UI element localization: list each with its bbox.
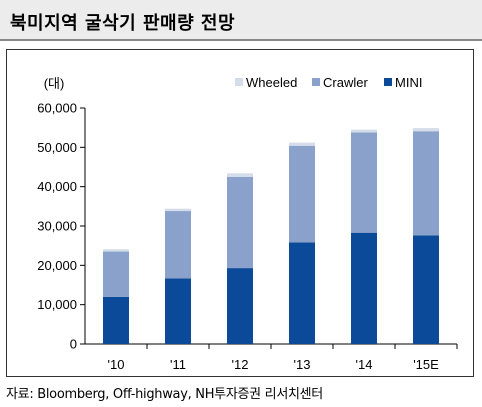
y-tick-label: 20,000 bbox=[37, 258, 77, 273]
stacked-bar-chart: (대) 0 10,000 20,000 30,000 40,000 50,000 60,000… bbox=[37, 75, 458, 372]
x-tick-label: '12 bbox=[232, 357, 249, 372]
page-title: 북미지역 굴삭기 판매량 전망 bbox=[10, 13, 236, 34]
legend-label-crawler: Crawler bbox=[323, 75, 368, 90]
bar-crawler-3 bbox=[289, 145, 315, 243]
title-bar: 북미지역 굴삭기 판매량 전망 bbox=[0, 0, 482, 41]
legend-swatch-mini bbox=[384, 78, 392, 86]
x-tick-label: '11 bbox=[170, 357, 186, 372]
legend-label-wheeled: Wheeled bbox=[246, 75, 297, 90]
bar-mini-1 bbox=[165, 278, 191, 344]
x-tick-label: '14 bbox=[356, 357, 373, 372]
bar-crawler-5 bbox=[413, 131, 439, 236]
y-unit-label: (대) bbox=[44, 76, 65, 91]
bar-mini-5 bbox=[413, 235, 439, 344]
x-tick-label: '13 bbox=[294, 357, 311, 372]
bar-mini-3 bbox=[289, 242, 315, 344]
y-tick-label: 40,000 bbox=[37, 179, 77, 194]
y-tick-label: 60,000 bbox=[37, 101, 77, 116]
y-tick-label: 30,000 bbox=[37, 219, 77, 234]
legend-label-mini: MINI bbox=[395, 75, 422, 90]
bar-mini-2 bbox=[227, 268, 253, 344]
x-tick-label: '10 bbox=[108, 357, 125, 372]
bar-wheeled-3 bbox=[289, 142, 315, 146]
bar-mini-0 bbox=[103, 296, 129, 344]
x-tick-label: '15E bbox=[413, 357, 439, 372]
source-note: 자료: Bloomberg, Off-highway, NH투자증권 리서치센터 bbox=[6, 387, 323, 402]
bar-wheeled-0 bbox=[103, 249, 129, 252]
bar-wheeled-2 bbox=[227, 173, 253, 177]
bar-wheeled-5 bbox=[413, 128, 439, 132]
bar-mini-4 bbox=[351, 232, 377, 344]
bar-crawler-0 bbox=[103, 251, 129, 297]
y-tick-label: 10,000 bbox=[37, 297, 77, 312]
y-tick-label: 0 bbox=[70, 337, 77, 352]
legend-swatch-crawler bbox=[312, 78, 320, 86]
y-tick-label: 50,000 bbox=[37, 140, 77, 155]
bar-crawler-1 bbox=[165, 211, 191, 279]
bar-crawler-2 bbox=[227, 176, 253, 269]
chart-frame: (대) 0 10,000 20,000 30,000 40,000 50,000 60,000… bbox=[6, 49, 474, 377]
bar-wheeled-4 bbox=[351, 129, 377, 133]
legend-swatch-wheeled bbox=[235, 78, 243, 86]
bar-crawler-4 bbox=[351, 132, 377, 233]
bar-wheeled-1 bbox=[165, 208, 191, 212]
